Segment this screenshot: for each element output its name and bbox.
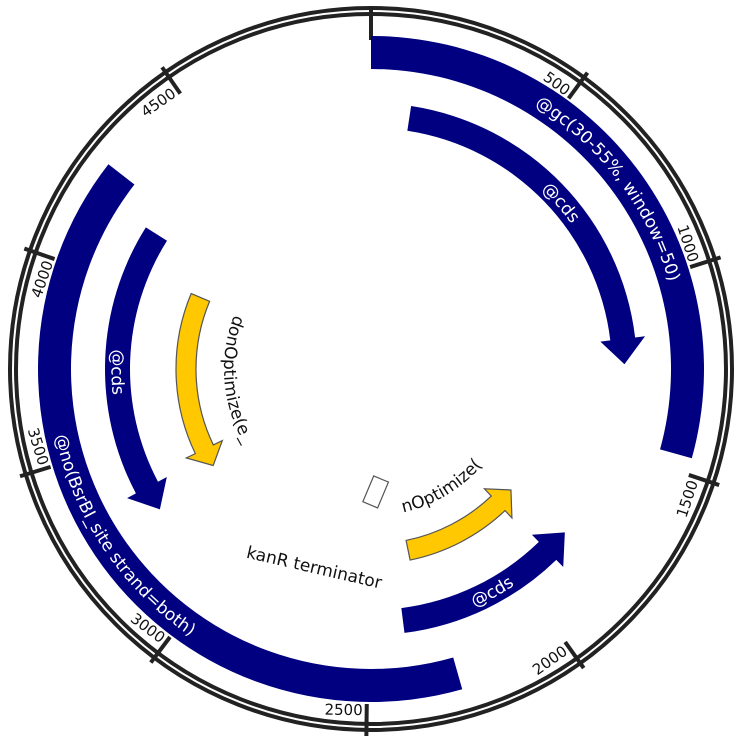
- tick-mark: [19, 464, 52, 479]
- tick-label: 2500: [324, 701, 362, 719]
- codon-optimize-bottom: [405, 488, 513, 561]
- no-bsrbi-site: [38, 164, 463, 702]
- tick-mark: [149, 635, 172, 664]
- tick-mark: [563, 640, 586, 670]
- tick-mark: [23, 246, 56, 261]
- cds-left-label-text: @cds: [106, 349, 127, 396]
- gc-constraint: [371, 36, 704, 459]
- cds-left-label: @cds: [106, 349, 127, 396]
- tick-mark: [566, 71, 590, 100]
- features: [38, 36, 704, 702]
- tick-label: 1500: [673, 478, 702, 520]
- tick-mark: [688, 473, 720, 487]
- codon-optimize-left: [175, 292, 224, 467]
- tick-mark: [160, 66, 182, 95]
- kanr-terminator-box: [362, 475, 390, 509]
- tick-mark: [689, 255, 722, 269]
- cds-top-right: [407, 106, 646, 365]
- feature-labels: @gc(30-55%, window=50)@cds@no(BsrBI_site…: [0, 0, 487, 594]
- cds-bottom: [401, 532, 565, 633]
- cds-left: [105, 227, 167, 510]
- kanr-terminator-label: kanR terminator: [244, 543, 383, 594]
